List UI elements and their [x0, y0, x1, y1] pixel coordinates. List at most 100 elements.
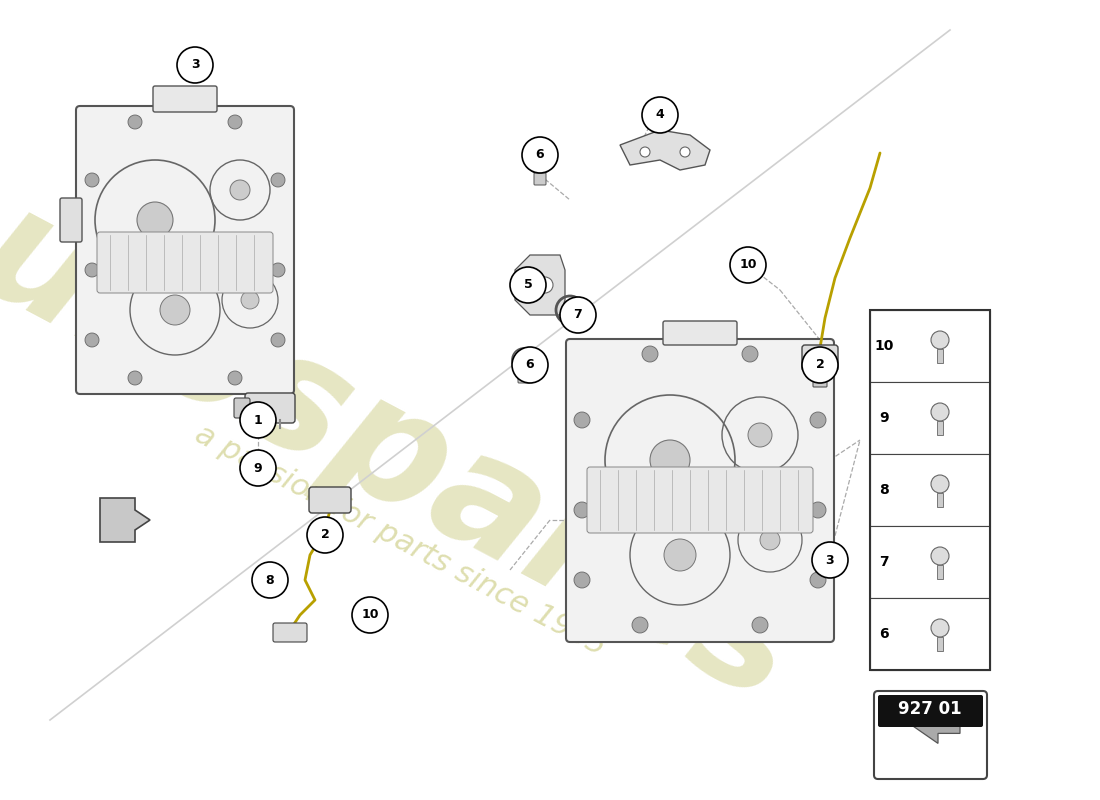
Text: 3: 3 [190, 58, 199, 71]
Circle shape [680, 147, 690, 157]
Circle shape [228, 371, 242, 385]
FancyBboxPatch shape [60, 198, 82, 242]
Circle shape [760, 530, 780, 550]
Circle shape [160, 295, 190, 325]
Circle shape [810, 412, 826, 428]
Polygon shape [912, 707, 960, 743]
FancyBboxPatch shape [566, 339, 834, 642]
Bar [937, 637, 943, 651]
FancyBboxPatch shape [234, 398, 250, 418]
Circle shape [574, 412, 590, 428]
Circle shape [85, 263, 99, 277]
Bar [870, 310, 990, 382]
Circle shape [128, 115, 142, 129]
Text: 5: 5 [524, 278, 532, 291]
Circle shape [252, 562, 288, 598]
Circle shape [352, 597, 388, 633]
Text: 7: 7 [573, 309, 582, 322]
Circle shape [574, 572, 590, 588]
Circle shape [664, 539, 696, 571]
Circle shape [512, 347, 548, 383]
Circle shape [810, 502, 826, 518]
FancyBboxPatch shape [534, 173, 546, 185]
Circle shape [128, 371, 142, 385]
Text: a passion for parts since 1985: a passion for parts since 1985 [189, 419, 610, 661]
Circle shape [642, 97, 678, 133]
FancyBboxPatch shape [802, 345, 838, 371]
Circle shape [240, 402, 276, 438]
Text: 7: 7 [879, 555, 889, 569]
Text: 4: 4 [656, 109, 664, 122]
Circle shape [85, 333, 99, 347]
Bar [870, 454, 990, 526]
Text: 6: 6 [879, 627, 889, 641]
Circle shape [537, 277, 553, 293]
Circle shape [574, 502, 590, 518]
Bar [937, 493, 943, 507]
Circle shape [810, 572, 826, 588]
Text: 10: 10 [361, 609, 378, 622]
Circle shape [931, 547, 949, 565]
FancyBboxPatch shape [153, 86, 217, 112]
FancyBboxPatch shape [76, 106, 294, 394]
FancyBboxPatch shape [813, 367, 827, 387]
Circle shape [642, 346, 658, 362]
Circle shape [528, 150, 552, 174]
Circle shape [271, 263, 285, 277]
FancyBboxPatch shape [309, 487, 351, 513]
Bar [937, 565, 943, 579]
Circle shape [802, 347, 838, 383]
Text: eurospares: eurospares [0, 125, 823, 735]
Text: 10: 10 [874, 339, 893, 353]
Circle shape [560, 297, 596, 333]
Text: 2: 2 [815, 358, 824, 371]
Text: 6: 6 [536, 149, 544, 162]
Text: 9: 9 [254, 462, 262, 474]
FancyBboxPatch shape [273, 623, 307, 642]
Circle shape [562, 302, 578, 318]
Circle shape [138, 202, 173, 238]
Text: 1: 1 [254, 414, 263, 426]
Text: 927 01: 927 01 [899, 701, 961, 718]
Text: 8: 8 [266, 574, 274, 586]
Polygon shape [515, 255, 565, 315]
Circle shape [512, 348, 536, 372]
FancyBboxPatch shape [245, 393, 295, 423]
Circle shape [240, 450, 276, 486]
Polygon shape [938, 707, 960, 718]
FancyBboxPatch shape [587, 467, 813, 533]
Bar [870, 598, 990, 670]
Circle shape [742, 346, 758, 362]
Circle shape [177, 47, 213, 83]
Circle shape [534, 156, 546, 168]
Circle shape [632, 617, 648, 633]
Circle shape [730, 247, 766, 283]
Text: 8: 8 [879, 483, 889, 497]
Circle shape [748, 423, 772, 447]
FancyBboxPatch shape [663, 321, 737, 345]
FancyBboxPatch shape [874, 691, 987, 779]
FancyBboxPatch shape [518, 371, 530, 383]
Circle shape [518, 354, 530, 366]
Text: 2: 2 [320, 529, 329, 542]
Circle shape [230, 180, 250, 200]
Circle shape [931, 403, 949, 421]
Circle shape [271, 173, 285, 187]
Circle shape [522, 137, 558, 173]
Bar [870, 382, 990, 454]
Circle shape [640, 147, 650, 157]
Bar [937, 349, 943, 363]
Polygon shape [100, 498, 150, 542]
Bar [937, 421, 943, 435]
Circle shape [931, 619, 949, 637]
Circle shape [650, 440, 690, 480]
Circle shape [228, 115, 242, 129]
Bar [870, 526, 990, 598]
Text: 10: 10 [739, 258, 757, 271]
Circle shape [510, 267, 546, 303]
Circle shape [931, 475, 949, 493]
Polygon shape [620, 130, 710, 170]
Circle shape [307, 517, 343, 553]
FancyBboxPatch shape [878, 695, 983, 727]
Circle shape [931, 331, 949, 349]
